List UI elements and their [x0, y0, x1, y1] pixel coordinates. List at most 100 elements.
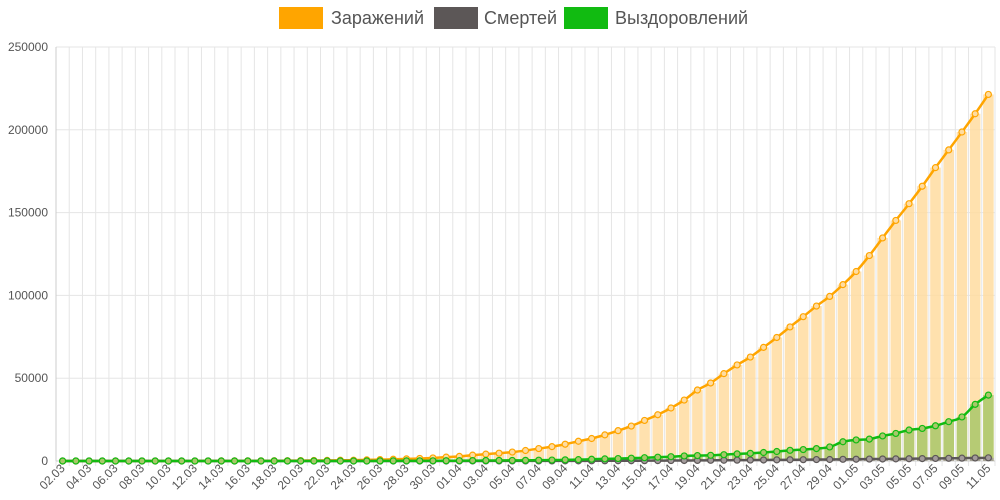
point-s1-66[interactable] — [931, 454, 940, 463]
point-s0-32[interactable] — [482, 450, 490, 458]
point-s0-34[interactable] — [508, 448, 516, 456]
point-s2-24[interactable] — [376, 457, 384, 465]
point-s1-53[interactable] — [759, 456, 768, 464]
point-s1-55[interactable] — [786, 456, 794, 464]
point-s0-56[interactable] — [799, 313, 807, 321]
point-s2-30[interactable] — [455, 457, 463, 465]
point-s0-54[interactable] — [773, 333, 781, 342]
point-s2-43[interactable] — [627, 454, 635, 462]
point-s0-40[interactable] — [588, 434, 596, 443]
point-s0-61[interactable] — [865, 251, 873, 260]
point-s2-23[interactable] — [363, 457, 371, 465]
point-s2-36[interactable] — [535, 456, 543, 464]
point-s2-70[interactable] — [984, 391, 992, 399]
point-s2-54[interactable] — [773, 447, 781, 456]
point-s0-49[interactable] — [707, 379, 715, 387]
point-s1-51[interactable] — [733, 456, 741, 464]
point-s2-67[interactable] — [945, 418, 953, 426]
point-s2-17[interactable] — [283, 457, 292, 465]
point-s2-33[interactable] — [495, 456, 503, 465]
point-s2-47[interactable] — [680, 452, 688, 460]
point-s2-18[interactable] — [297, 457, 305, 465]
point-s2-1[interactable] — [72, 457, 80, 465]
point-s2-66[interactable] — [931, 422, 940, 430]
point-s2-4[interactable] — [111, 457, 120, 465]
point-s2-32[interactable] — [482, 456, 490, 465]
point-s2-61[interactable] — [865, 435, 873, 443]
point-s0-62[interactable] — [878, 234, 887, 242]
point-s2-5[interactable] — [125, 457, 133, 465]
point-s2-21[interactable] — [336, 457, 344, 465]
point-s2-63[interactable] — [892, 429, 900, 438]
point-s2-16[interactable] — [270, 457, 278, 465]
point-s2-10[interactable] — [191, 457, 199, 465]
point-s1-54[interactable] — [773, 456, 781, 464]
point-s0-37[interactable] — [548, 443, 556, 451]
point-s0-44[interactable] — [640, 416, 649, 425]
point-s0-59[interactable] — [839, 281, 847, 289]
point-s2-50[interactable] — [720, 451, 728, 459]
point-s1-60[interactable] — [852, 455, 860, 463]
point-s2-38[interactable] — [561, 456, 569, 464]
point-s2-29[interactable] — [442, 457, 450, 465]
point-s0-43[interactable] — [627, 422, 635, 430]
point-s0-57[interactable] — [812, 302, 821, 310]
point-s2-57[interactable] — [812, 444, 821, 453]
point-s0-67[interactable] — [945, 146, 953, 154]
point-s2-44[interactable] — [640, 454, 649, 462]
point-s2-51[interactable] — [733, 450, 741, 458]
point-s1-65[interactable] — [918, 454, 926, 463]
point-s0-46[interactable] — [667, 404, 675, 412]
point-s2-65[interactable] — [918, 424, 926, 433]
point-s0-68[interactable] — [958, 128, 966, 136]
point-s0-52[interactable] — [746, 353, 754, 361]
point-s0-35[interactable] — [521, 446, 530, 455]
point-s0-58[interactable] — [826, 292, 834, 300]
point-s0-39[interactable] — [574, 437, 583, 445]
point-s2-19[interactable] — [310, 457, 318, 465]
point-s2-22[interactable] — [349, 457, 358, 465]
point-s1-58[interactable] — [826, 455, 834, 464]
point-s1-69[interactable] — [971, 454, 979, 462]
point-s2-12[interactable] — [217, 457, 225, 465]
point-s0-36[interactable] — [535, 444, 543, 453]
point-s0-53[interactable] — [759, 343, 768, 351]
point-s2-64[interactable] — [905, 426, 913, 434]
point-s2-37[interactable] — [548, 456, 556, 464]
point-s0-69[interactable] — [971, 110, 979, 118]
point-s2-46[interactable] — [667, 453, 675, 461]
point-s1-52[interactable] — [746, 456, 754, 464]
legend-item-1[interactable]: Смертей — [434, 7, 557, 29]
point-s2-20[interactable] — [323, 457, 331, 465]
point-s2-56[interactable] — [799, 445, 807, 454]
point-s1-64[interactable] — [905, 455, 913, 463]
point-s2-55[interactable] — [786, 446, 794, 454]
point-s0-48[interactable] — [693, 386, 702, 394]
legend-item-2[interactable]: Выздоровлений — [564, 7, 748, 29]
point-s2-26[interactable] — [402, 457, 411, 465]
point-s2-39[interactable] — [574, 456, 583, 464]
point-s1-56[interactable] — [799, 456, 807, 464]
point-s2-27[interactable] — [416, 457, 424, 465]
point-s2-42[interactable] — [614, 454, 622, 463]
point-s2-28[interactable] — [429, 457, 437, 465]
point-s2-31[interactable] — [468, 457, 477, 465]
point-s0-64[interactable] — [905, 200, 913, 208]
point-s2-0[interactable] — [59, 457, 67, 465]
point-s0-33[interactable] — [495, 449, 503, 457]
point-s1-68[interactable] — [958, 454, 966, 462]
point-s2-25[interactable] — [389, 457, 397, 465]
point-s0-55[interactable] — [786, 323, 794, 331]
point-s2-68[interactable] — [958, 413, 966, 421]
point-s2-60[interactable] — [852, 436, 860, 444]
point-s2-69[interactable] — [971, 400, 979, 408]
point-s0-45[interactable] — [654, 411, 662, 419]
point-s2-14[interactable] — [244, 457, 252, 465]
point-s2-9[interactable] — [178, 457, 186, 465]
point-s2-6[interactable] — [138, 457, 146, 465]
point-s0-41[interactable] — [601, 431, 609, 439]
point-s0-50[interactable] — [720, 370, 728, 378]
point-s2-13[interactable] — [230, 457, 239, 465]
point-s2-3[interactable] — [98, 457, 106, 465]
point-s2-59[interactable] — [839, 438, 847, 446]
